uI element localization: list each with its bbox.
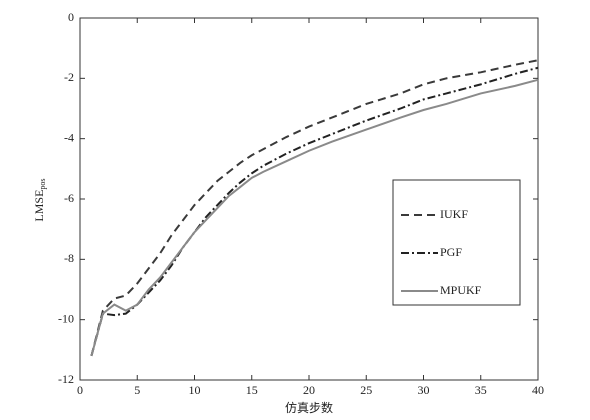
series-line: [90, 59, 539, 357]
x-tick-label: 25: [360, 383, 372, 397]
x-tick-label: 35: [475, 383, 487, 397]
y-tick-label: -8: [64, 251, 74, 265]
x-axis-label: 仿真步数: [285, 400, 333, 415]
y-tick-label: 0: [68, 10, 74, 24]
x-tick-label: 30: [418, 383, 430, 397]
x-tick-label: 20: [303, 383, 315, 397]
x-tick-label: 5: [134, 383, 140, 397]
y-tick-label: -10: [58, 311, 74, 325]
series-line: [90, 78, 539, 357]
y-tick-label: -12: [58, 372, 74, 386]
x-tick-label: 10: [189, 383, 201, 397]
legend-box: [392, 179, 521, 306]
y-tick-label: -2: [64, 70, 74, 84]
y-axis-label-sub: pos: [38, 178, 47, 189]
legend-label: MPUKF: [440, 283, 482, 297]
legend-label: PGF: [440, 245, 462, 259]
y-axis-label-main: LMSE: [32, 190, 46, 222]
y-tick-label: -6: [64, 191, 74, 205]
y-tick-label: -4: [64, 130, 74, 144]
x-tick-label: 40: [532, 383, 544, 397]
x-tick-label: 15: [246, 383, 258, 397]
x-tick-label: 0: [77, 383, 83, 397]
y-axis-label: LMSEpos: [32, 178, 47, 221]
legend-label: IUKF: [440, 207, 468, 221]
